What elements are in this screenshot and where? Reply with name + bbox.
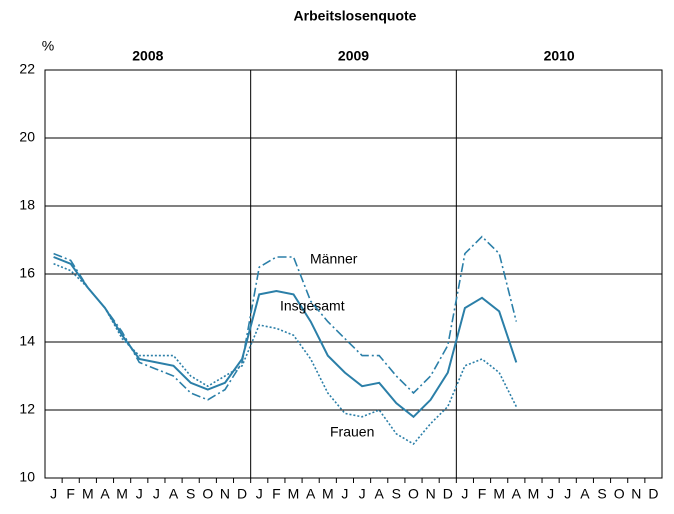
x-tick-label: M bbox=[288, 486, 300, 502]
x-tick-label: F bbox=[272, 486, 281, 502]
y-tick-label: 18 bbox=[19, 197, 35, 213]
x-tick-label: J bbox=[341, 486, 348, 502]
x-tick-label: A bbox=[512, 486, 522, 502]
series-label: Insgesamt bbox=[280, 298, 345, 314]
x-tick-label: S bbox=[597, 486, 606, 502]
x-tick-label: S bbox=[186, 486, 195, 502]
x-tick-label: D bbox=[648, 486, 658, 502]
x-tick-label: M bbox=[528, 486, 540, 502]
x-tick-label: J bbox=[50, 486, 57, 502]
year-label: 2009 bbox=[338, 48, 369, 64]
y-tick-label: 20 bbox=[19, 129, 35, 145]
series-line bbox=[53, 256, 518, 419]
x-tick-label: A bbox=[100, 486, 110, 502]
x-tick-label: J bbox=[136, 486, 143, 502]
y-tick-label: 16 bbox=[19, 265, 35, 281]
y-tick-label: 14 bbox=[19, 333, 35, 349]
x-tick-label: J bbox=[564, 486, 571, 502]
x-tick-label: D bbox=[443, 486, 453, 502]
x-tick-label: A bbox=[169, 486, 179, 502]
y-tick-label: 22 bbox=[19, 61, 35, 77]
y-tick-label: 10 bbox=[19, 469, 35, 485]
x-tick-label: F bbox=[478, 486, 487, 502]
chart-title: Arbeitslosenquote bbox=[294, 8, 417, 24]
x-tick-label: M bbox=[82, 486, 94, 502]
y-axis-label: % bbox=[42, 38, 54, 54]
series-line bbox=[53, 263, 518, 446]
x-tick-label: J bbox=[461, 486, 468, 502]
x-tick-label: J bbox=[256, 486, 263, 502]
x-tick-label: A bbox=[375, 486, 385, 502]
y-tick-label: 12 bbox=[19, 401, 35, 417]
x-tick-label: O bbox=[202, 486, 213, 502]
x-tick-label: M bbox=[116, 486, 128, 502]
series-label: Frauen bbox=[330, 424, 374, 440]
x-tick-label: M bbox=[322, 486, 334, 502]
series-label: Männer bbox=[310, 251, 358, 267]
year-label: 2010 bbox=[544, 48, 575, 64]
x-tick-label: D bbox=[237, 486, 247, 502]
x-tick-label: O bbox=[614, 486, 625, 502]
x-tick-label: A bbox=[580, 486, 590, 502]
x-tick-label: N bbox=[426, 486, 436, 502]
x-tick-label: A bbox=[306, 486, 316, 502]
year-label: 2008 bbox=[132, 48, 163, 64]
x-tick-label: J bbox=[359, 486, 366, 502]
x-tick-label: J bbox=[547, 486, 554, 502]
x-tick-label: S bbox=[392, 486, 401, 502]
x-tick-label: O bbox=[408, 486, 419, 502]
x-tick-label: N bbox=[631, 486, 641, 502]
x-tick-label: M bbox=[493, 486, 505, 502]
x-tick-label: F bbox=[66, 486, 75, 502]
x-tick-label: N bbox=[220, 486, 230, 502]
x-tick-label: J bbox=[153, 486, 160, 502]
